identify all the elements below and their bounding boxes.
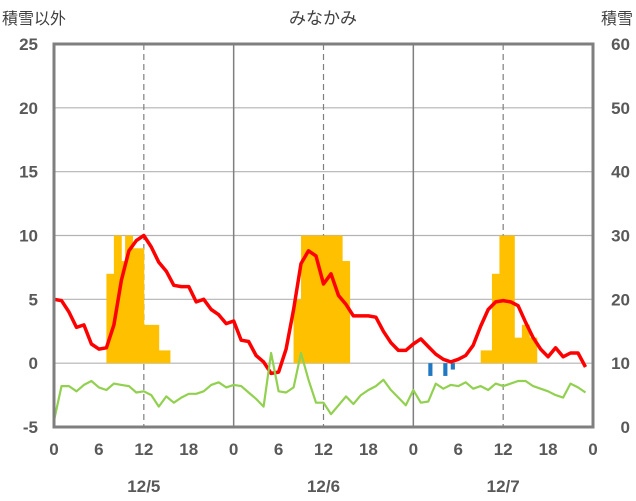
bar-mark bbox=[342, 261, 347, 364]
chart-title: みなかみ bbox=[289, 9, 357, 29]
x-tick-label: 6 bbox=[274, 440, 283, 459]
bar-mark bbox=[297, 299, 302, 364]
x-tick-label: 18 bbox=[179, 440, 198, 459]
y-left-tick-label: 20 bbox=[19, 99, 38, 118]
y-left-tick-label: 15 bbox=[19, 163, 38, 182]
bar-mark bbox=[151, 324, 156, 364]
date-label: 12/6 bbox=[307, 477, 340, 496]
bar-mark bbox=[428, 363, 433, 376]
bar-mark bbox=[312, 235, 317, 364]
y-right-tick-label: 0 bbox=[621, 418, 630, 437]
bar-mark bbox=[319, 235, 324, 364]
x-axis-ticks: 0 6 12 18 0 6 12 18 0 6 12 18 0 bbox=[49, 440, 597, 459]
bar-mark bbox=[521, 324, 527, 364]
y-axis-left-ticks: 25 20 15 10 5 0 -5 bbox=[19, 35, 38, 437]
x-tick-label: 18 bbox=[359, 440, 378, 459]
bar-mark bbox=[330, 235, 336, 364]
bar-mark bbox=[323, 235, 328, 364]
x-tick-label: 12 bbox=[494, 440, 513, 459]
bar-mark bbox=[345, 261, 351, 364]
x-tick-label: 12 bbox=[134, 440, 153, 459]
bar-mark bbox=[510, 235, 515, 364]
bar-mark bbox=[495, 273, 500, 364]
x-tick-label: 0 bbox=[409, 440, 418, 459]
bar-mark bbox=[443, 363, 448, 376]
bar-mark bbox=[525, 324, 530, 364]
x-tick-label: 0 bbox=[229, 440, 238, 459]
y-axis-right-ticks: 60 50 40 30 20 10 0 bbox=[611, 35, 630, 437]
bar-mark bbox=[506, 235, 512, 364]
bar-mark bbox=[308, 235, 313, 364]
y-axis-left-title: 積雪以外 bbox=[2, 9, 66, 28]
y-left-tick-label: 5 bbox=[29, 290, 38, 309]
bar-mark bbox=[128, 235, 134, 364]
bar-mark bbox=[147, 324, 152, 364]
bar-mark bbox=[484, 350, 489, 364]
y-left-tick-label: 10 bbox=[19, 227, 38, 246]
bar-mark bbox=[143, 324, 148, 364]
bar-mark bbox=[514, 337, 519, 364]
y-right-tick-label: 50 bbox=[611, 99, 630, 118]
x-tick-label: 18 bbox=[539, 440, 558, 459]
bar-mark bbox=[480, 350, 485, 364]
bar-mark bbox=[113, 235, 119, 364]
bar-mark bbox=[488, 350, 493, 364]
bar-mark bbox=[450, 363, 455, 370]
x-tick-label: 6 bbox=[454, 440, 463, 459]
bar-mark bbox=[518, 337, 523, 364]
bar-mark bbox=[158, 350, 163, 364]
bar-mark bbox=[316, 235, 321, 364]
plot-frame bbox=[52, 42, 595, 429]
y-left-tick-label: -5 bbox=[23, 418, 38, 437]
bar-mark bbox=[293, 299, 298, 364]
x-tick-label: 6 bbox=[94, 440, 103, 459]
bar-mark bbox=[140, 248, 145, 364]
bar-mark bbox=[166, 350, 171, 364]
bar-mark bbox=[529, 337, 534, 364]
bar-mark bbox=[136, 248, 141, 364]
y-left-tick-label: 0 bbox=[29, 354, 38, 373]
bar-mark bbox=[132, 248, 137, 364]
bar-mark bbox=[491, 273, 497, 364]
bar-mark bbox=[334, 235, 339, 364]
y-left-tick-label: 25 bbox=[19, 35, 38, 54]
x-tick-label: 0 bbox=[49, 440, 58, 459]
y-right-tick-label: 40 bbox=[611, 163, 630, 182]
bar-mark bbox=[327, 235, 332, 364]
bar-mark bbox=[304, 235, 309, 364]
bar-mark bbox=[162, 350, 167, 364]
date-labels: 12/5 12/6 12/7 bbox=[127, 477, 519, 496]
bar-mark bbox=[125, 235, 130, 364]
bar-mark bbox=[155, 324, 160, 364]
bar-mark bbox=[110, 273, 115, 364]
y-right-tick-label: 30 bbox=[611, 227, 630, 246]
series-line bbox=[53, 233, 588, 376]
bar-mark bbox=[301, 235, 306, 364]
series-line bbox=[52, 351, 587, 421]
y-right-tick-label: 10 bbox=[611, 354, 630, 373]
y-right-tick-label: 20 bbox=[611, 290, 630, 309]
y-right-tick-label: 60 bbox=[611, 35, 630, 54]
bar-mark bbox=[106, 273, 111, 364]
date-label: 12/7 bbox=[487, 477, 520, 496]
bar-mark bbox=[533, 337, 538, 364]
y-axis-right-title: 積雪 bbox=[601, 9, 633, 28]
x-tick-label: 0 bbox=[588, 440, 597, 459]
x-tick-label: 12 bbox=[314, 440, 333, 459]
bar-mark bbox=[121, 261, 126, 364]
date-label: 12/5 bbox=[127, 477, 160, 496]
